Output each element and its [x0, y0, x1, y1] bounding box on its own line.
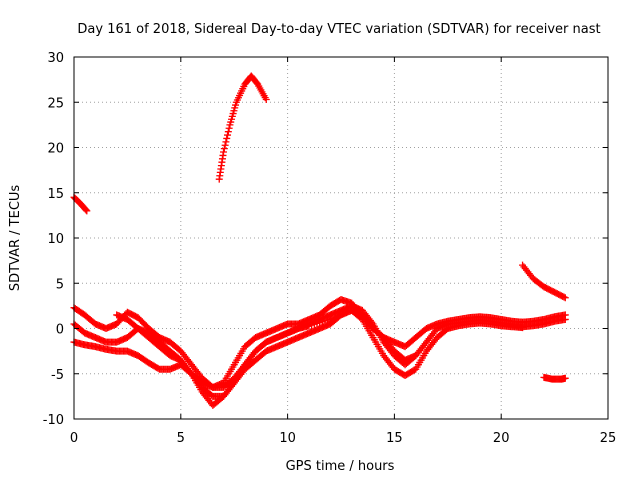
grid-lines — [74, 57, 608, 419]
y-tick-label: -5 — [51, 368, 64, 383]
data-point — [225, 124, 233, 132]
data-point — [561, 294, 569, 302]
x-axis-label: GPS time / hours — [286, 459, 395, 474]
x-tick-label: 20 — [493, 431, 510, 446]
data-point — [223, 134, 231, 142]
tick-labels: 0 5 10 15 20 25 -10 -5 0 5 10 15 20 25 30 — [43, 51, 617, 446]
data-point — [561, 374, 569, 382]
data-point — [220, 145, 228, 153]
x-tick-label: 15 — [386, 431, 403, 446]
y-tick-label: 0 — [56, 323, 64, 338]
y-tick-label: 25 — [47, 96, 64, 111]
x-tick-label: 25 — [600, 431, 617, 446]
data-point — [82, 206, 90, 214]
series-arc-d — [540, 373, 569, 383]
data-point — [220, 148, 228, 156]
data-point — [560, 293, 568, 301]
y-axis-label: SDTVAR / TECUs — [8, 185, 23, 292]
y-tick-label: 5 — [56, 277, 64, 292]
series-arc-c — [519, 261, 569, 302]
data-series — [70, 72, 569, 409]
data-point — [221, 141, 229, 149]
data-point — [224, 131, 232, 139]
data-point — [83, 207, 91, 215]
axis-ticks — [73, 56, 609, 420]
y-tick-label: 15 — [47, 187, 64, 202]
series-arc-b — [215, 72, 270, 183]
data-point — [222, 138, 230, 146]
y-tick-label: 30 — [47, 51, 64, 66]
y-tick-label: 20 — [47, 142, 64, 157]
chart-title: Day 161 of 2018, Sidereal Day-to-day VTE… — [77, 22, 600, 37]
series-arc-e — [70, 296, 569, 391]
data-point — [262, 96, 270, 104]
data-point — [224, 128, 232, 136]
series-arc-h — [113, 306, 420, 391]
data-point — [412, 352, 420, 360]
x-tick-label: 0 — [70, 431, 78, 446]
x-tick-label: 5 — [177, 431, 185, 446]
series-arc-a — [70, 193, 91, 215]
data-point — [561, 315, 569, 323]
y-tick-label: -10 — [43, 413, 64, 428]
data-point — [519, 324, 527, 332]
y-tick-label: 10 — [47, 232, 64, 247]
x-tick-label: 10 — [279, 431, 296, 446]
